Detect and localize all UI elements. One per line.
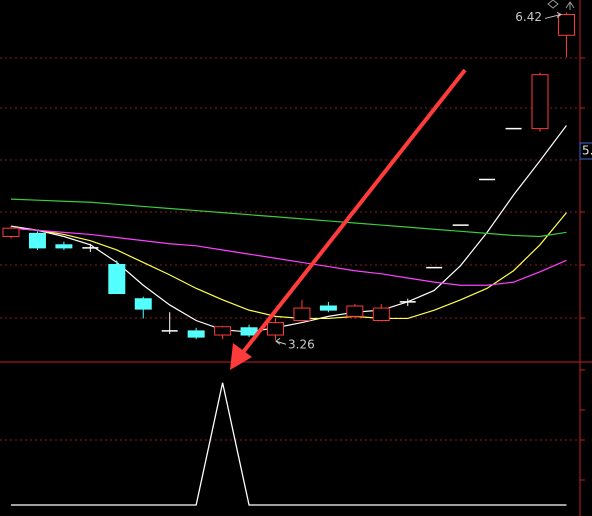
low-arrow bbox=[275, 337, 287, 345]
candle-body bbox=[55, 244, 73, 249]
candle-body bbox=[372, 307, 390, 322]
candle-body bbox=[187, 330, 205, 338]
candle-body bbox=[28, 232, 46, 249]
candle-body bbox=[214, 326, 232, 336]
candle-body bbox=[346, 305, 364, 317]
candle-body bbox=[267, 322, 284, 336]
low-label: 3.26 bbox=[288, 338, 315, 352]
candle-body bbox=[293, 307, 311, 322]
indicator-line bbox=[11, 382, 567, 506]
high-label: 6.42 bbox=[515, 10, 542, 24]
candle-body bbox=[531, 74, 549, 130]
price-tag: 5. bbox=[582, 144, 592, 158]
candle-body bbox=[240, 327, 258, 336]
candle-body bbox=[319, 305, 337, 311]
price-tag-box bbox=[579, 142, 592, 160]
moving-average bbox=[10, 125, 567, 333]
moving-average bbox=[10, 198, 567, 238]
moving-average bbox=[10, 227, 567, 286]
high-arrow bbox=[544, 11, 562, 19]
plot: 6.42 3.26 bbox=[2, 10, 575, 506]
candle-body bbox=[134, 298, 152, 310]
icon bbox=[547, 0, 559, 9]
candle-body bbox=[557, 14, 575, 36]
candle-body bbox=[108, 263, 126, 295]
icon bbox=[565, 1, 575, 10]
axis-ticks bbox=[580, 57, 585, 481]
candle-body bbox=[2, 227, 20, 237]
arrow-shaft bbox=[238, 68, 467, 358]
moving-average bbox=[10, 212, 567, 320]
arrow-head bbox=[230, 343, 252, 370]
